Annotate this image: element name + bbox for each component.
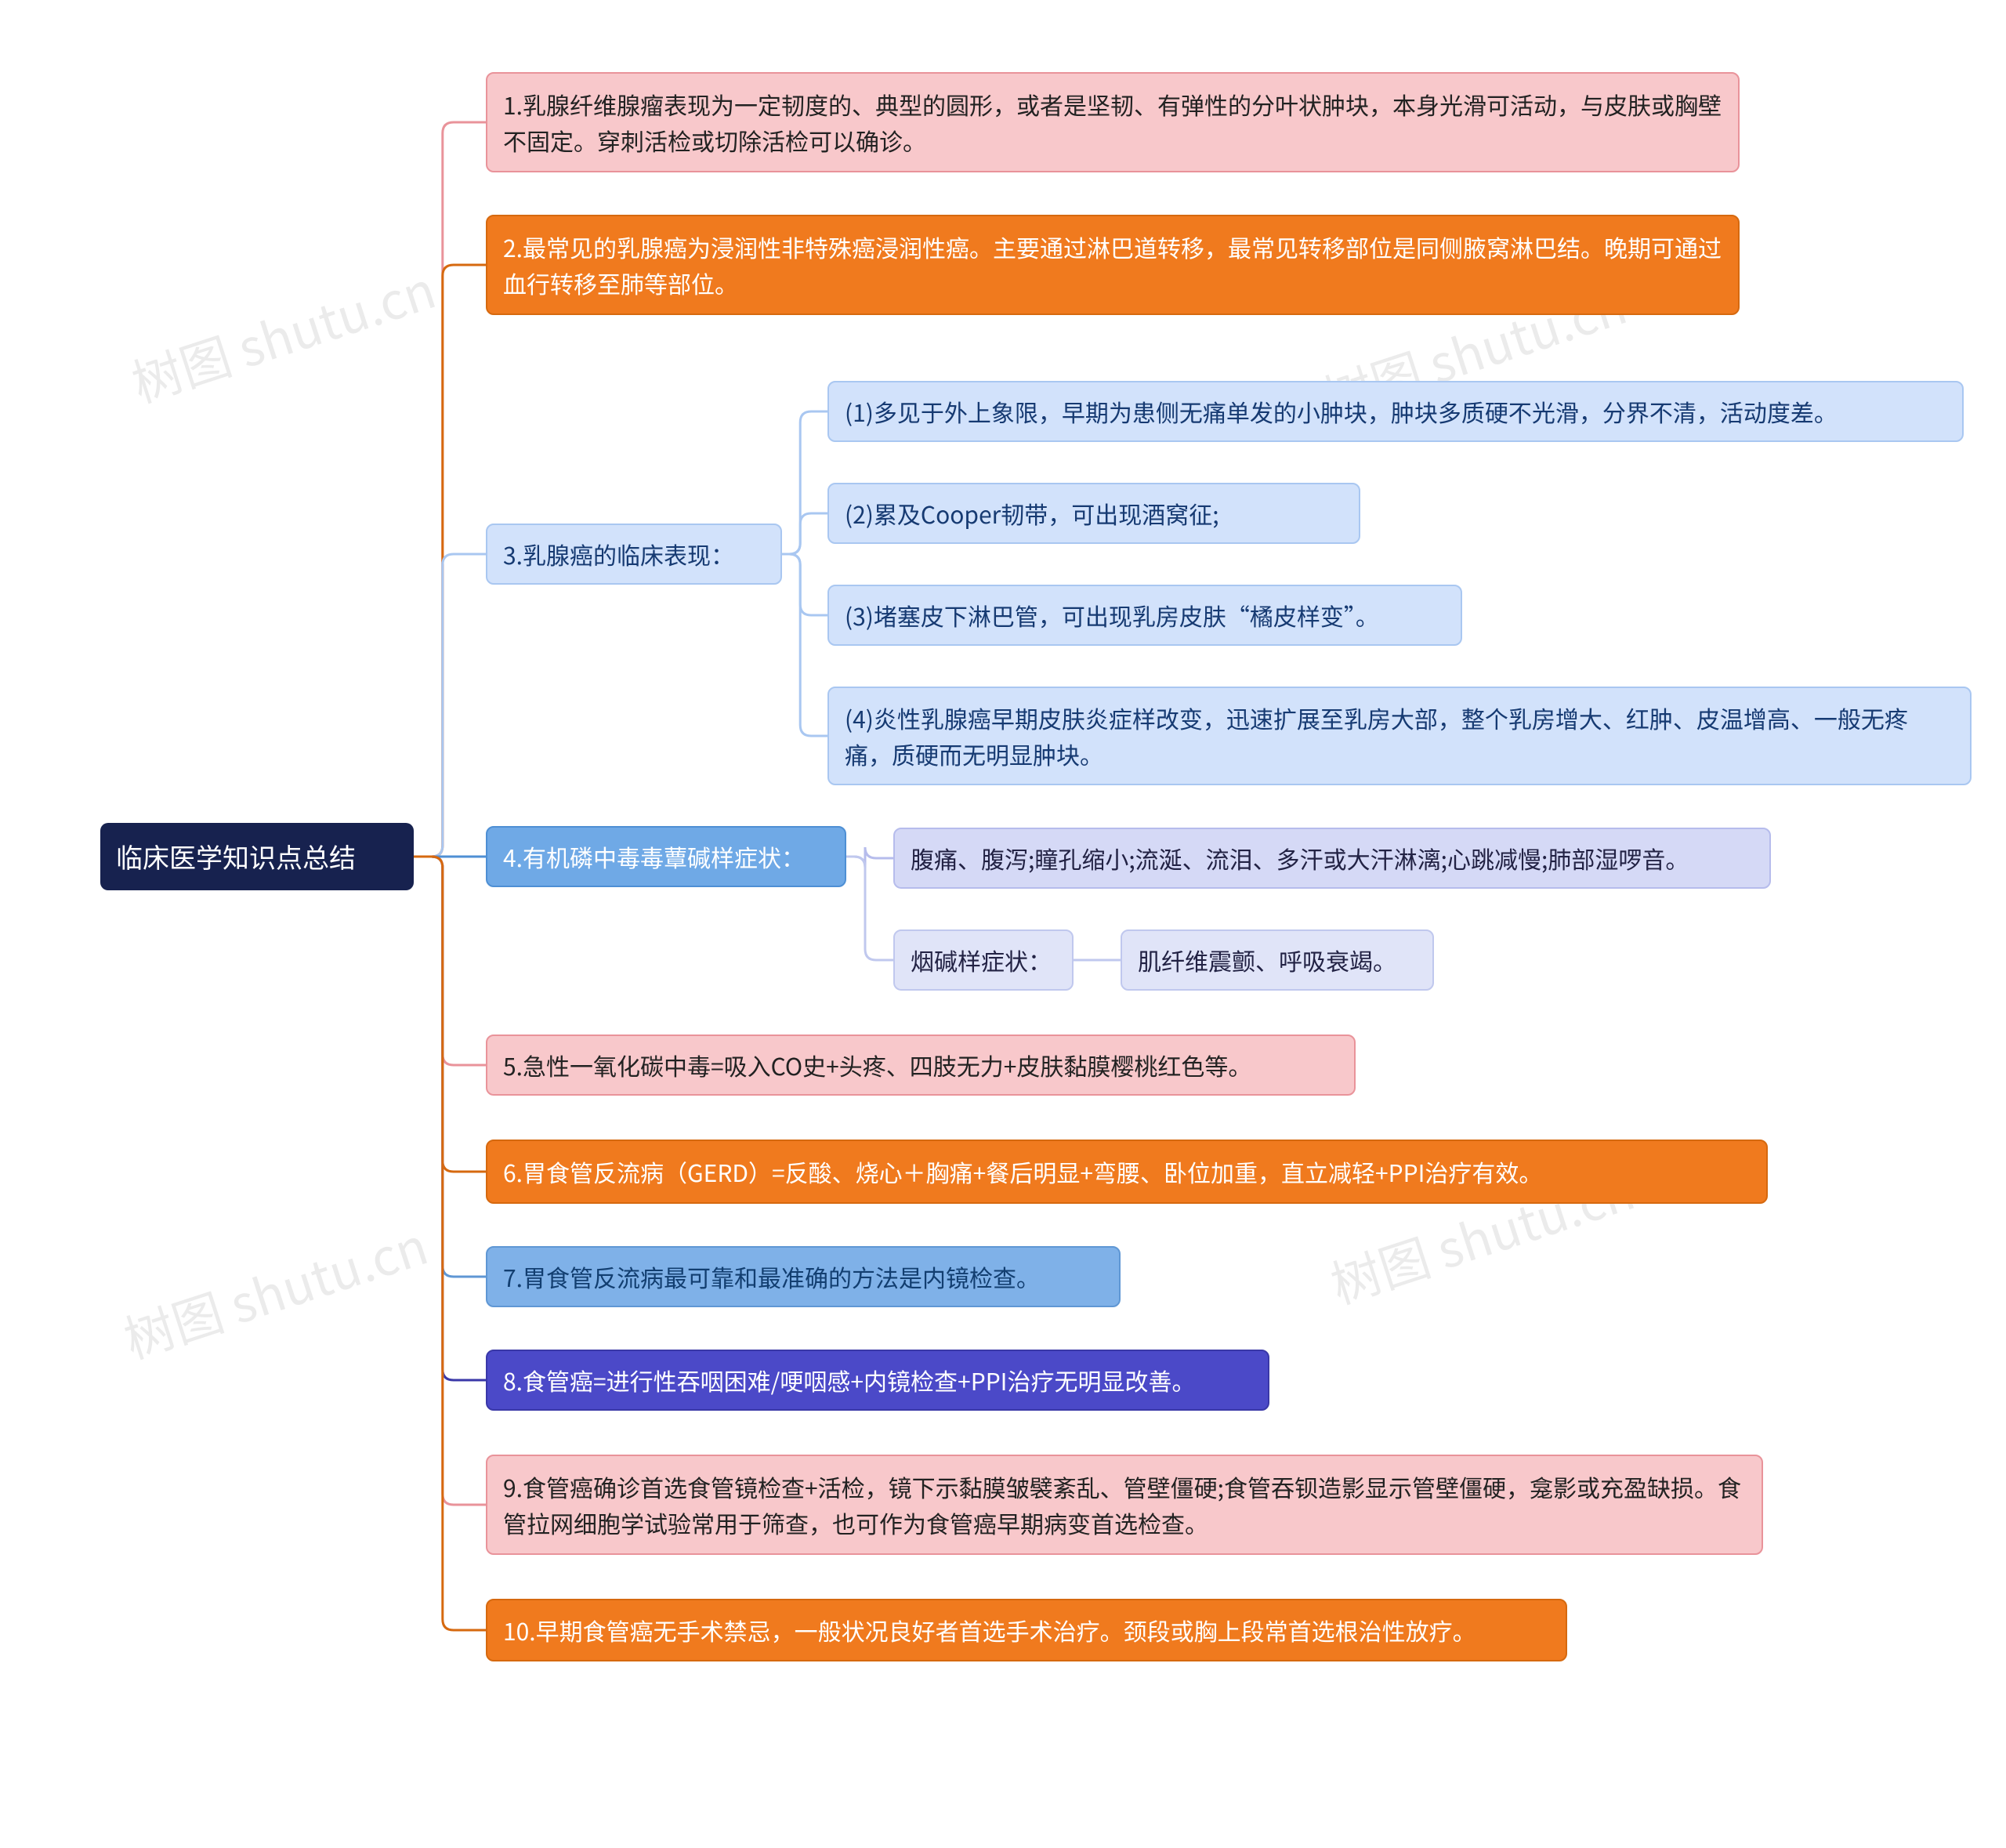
mindmap-canvas: 树图 shutu.cn树图 shutu.cn树图 shutu.cn树图 shut… bbox=[0, 0, 2006, 1848]
connector bbox=[414, 122, 486, 857]
node-n3b: (2)累及Cooper韧带，可出现酒窝征; bbox=[827, 483, 1360, 544]
root-node: 临床医学知识点总结 bbox=[100, 823, 414, 890]
connector bbox=[414, 857, 486, 1380]
connector bbox=[414, 857, 486, 1065]
node-n7: 7.胃食管反流病最可靠和最准确的方法是内镜检查。 bbox=[486, 1246, 1121, 1307]
node-n4a: 腹痛、腹泻;瞳孔缩小;流涎、流泪、多汗或大汗淋漓;心跳减慢;肺部湿啰音。 bbox=[893, 828, 1771, 889]
node-n3a: (1)多见于外上象限，早期为患侧无痛单发的小肿块，肿块多质硬不光滑，分界不清，活… bbox=[827, 381, 1964, 442]
connector bbox=[782, 513, 827, 554]
watermark: 树图 shutu.cn bbox=[122, 251, 444, 417]
node-n3: 3.乳腺癌的临床表现： bbox=[486, 524, 782, 585]
node-n10: 10.早期食管癌无手术禁忌，一般状况良好者首选手术治疗。颈段或胸上段常首选根治性… bbox=[486, 1599, 1567, 1661]
watermark: 树图 shutu.cn bbox=[114, 1207, 436, 1373]
connector bbox=[414, 554, 486, 857]
connector bbox=[414, 857, 486, 1172]
node-n8: 8.食管癌=进行性吞咽困难/哽咽感+内镜检查+PPI治疗无明显改善。 bbox=[486, 1350, 1269, 1411]
node-n3c: (3)堵塞皮下淋巴管，可出现乳房皮肤“橘皮样变”。 bbox=[827, 585, 1462, 646]
node-n9: 9.食管癌确诊首选食管镜检查+活检，镜下示黏膜皱襞紊乱、管壁僵硬;食管吞钡造影显… bbox=[486, 1455, 1763, 1555]
node-n2: 2.最常见的乳腺癌为浸润性非特殊癌浸润性癌。主要通过淋巴道转移，最常见转移部位是… bbox=[486, 215, 1740, 315]
node-n4: 4.有机磷中毒毒蕈碱样症状： bbox=[486, 826, 846, 887]
connector bbox=[414, 265, 486, 857]
node-n4b1: 肌纤维震颤、呼吸衰竭。 bbox=[1121, 929, 1434, 991]
node-n6: 6.胃食管反流病（GERD）=反酸、烧心＋胸痛+餐后明显+弯腰、卧位加重，直立减… bbox=[486, 1140, 1768, 1204]
connector bbox=[782, 554, 827, 736]
node-n4b: 烟碱样症状： bbox=[893, 929, 1074, 991]
connector bbox=[414, 857, 486, 1505]
connector bbox=[782, 411, 827, 554]
connector bbox=[414, 857, 486, 1277]
node-n1: 1.乳腺纤维腺瘤表现为一定韧度的、典型的圆形，或者是坚韧、有弹性的分叶状肿块，本… bbox=[486, 72, 1740, 172]
connector bbox=[782, 554, 827, 615]
node-n3d: (4)炎性乳腺癌早期皮肤炎症样改变，迅速扩展至乳房大部，整个乳房增大、红肿、皮温… bbox=[827, 687, 1972, 785]
connector bbox=[846, 857, 893, 960]
connector bbox=[846, 847, 893, 868]
node-n5: 5.急性一氧化碳中毒=吸入CO史+头疼、四肢无力+皮肤黏膜樱桃红色等。 bbox=[486, 1035, 1356, 1096]
connector bbox=[414, 857, 486, 1630]
